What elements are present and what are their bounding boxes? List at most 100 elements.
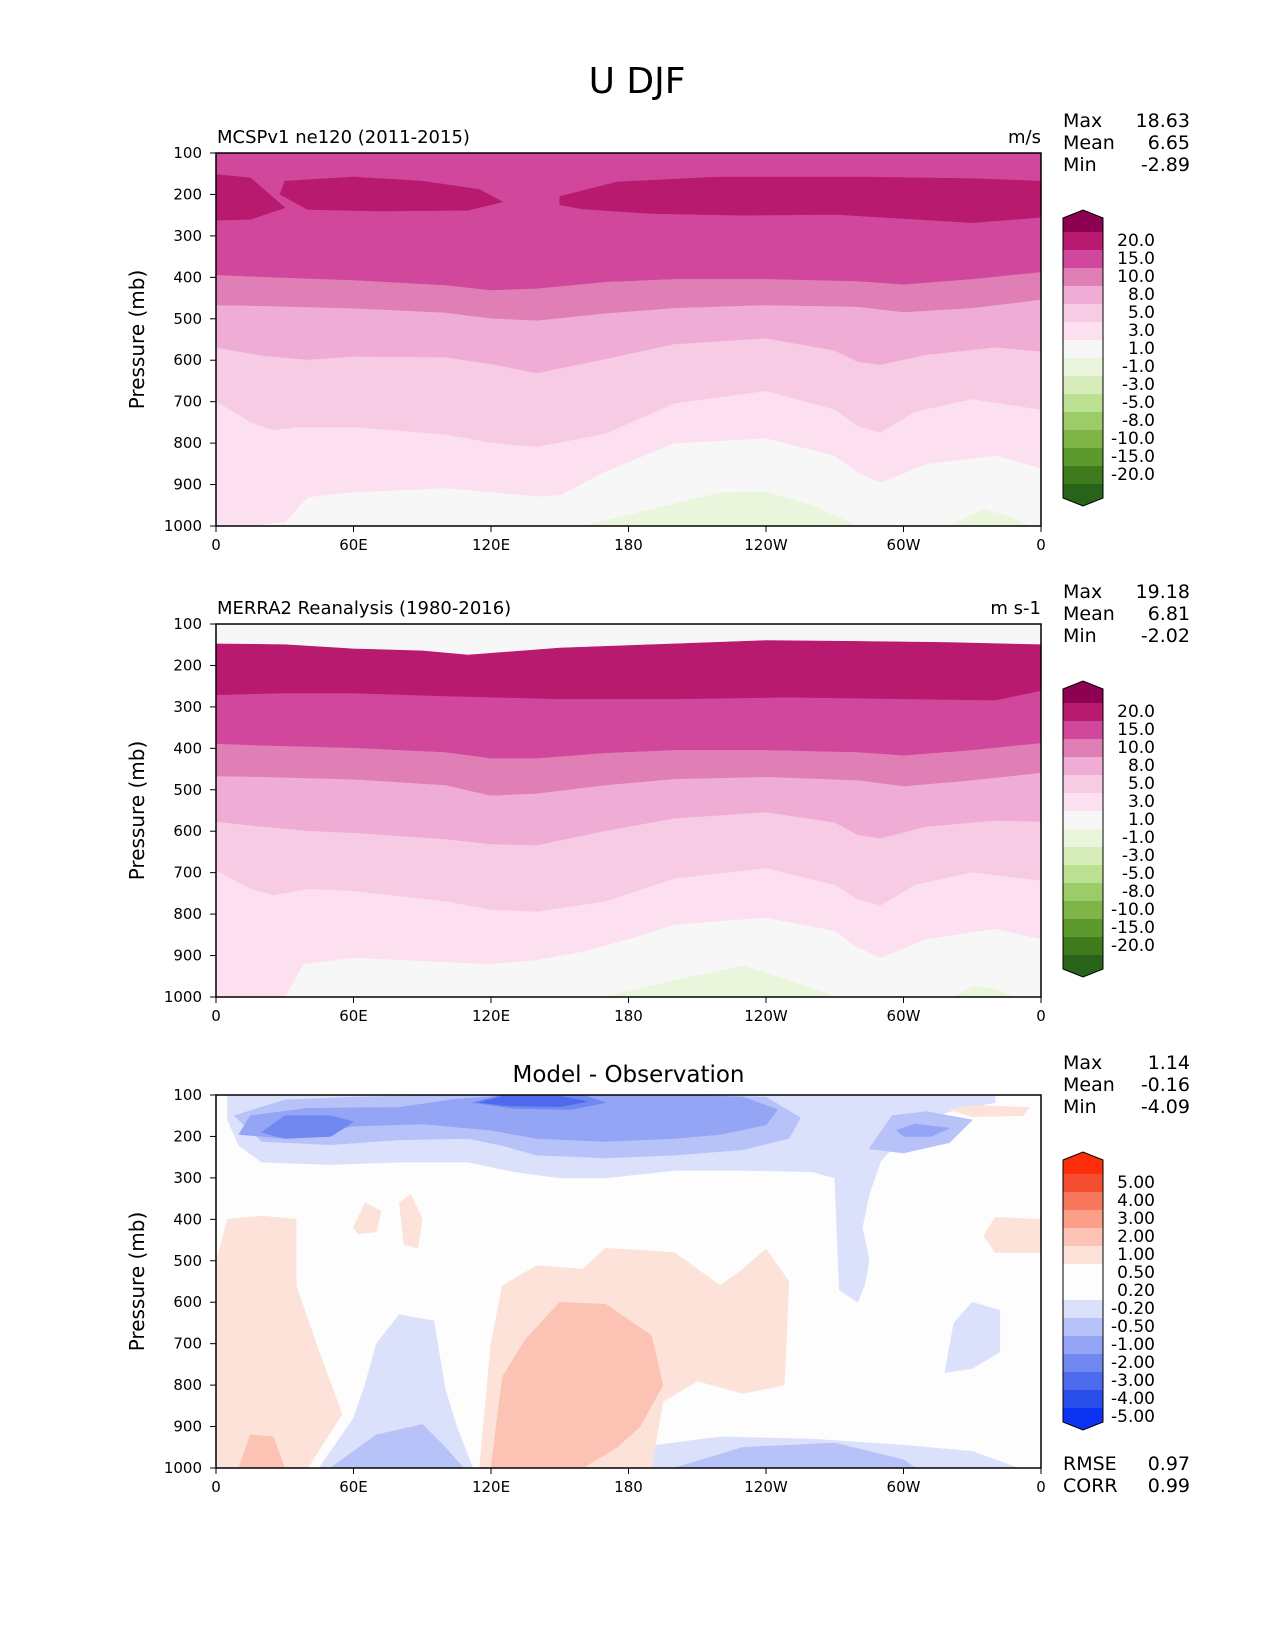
- colorbar-segment: [1063, 739, 1103, 757]
- x-tick-label: 0: [211, 1007, 221, 1025]
- contour-band-0_20-16: [398, 1194, 423, 1249]
- contour-band-0_50-20: [238, 1434, 286, 1468]
- y-axis-label: Pressure (mb): [125, 270, 149, 410]
- colorbar: 20.015.010.08.05.03.01.0-1.0-3.0-5.0-8.0…: [1062, 680, 1155, 978]
- contour-band--1_0-9: [949, 509, 1030, 526]
- stat-corr-value: 0.99: [1148, 1475, 1190, 1497]
- colorbar-extend-bottom: [1063, 484, 1103, 506]
- contour-band-20_0-5: [216, 174, 286, 221]
- stat-mean-value: -0.16: [1141, 1074, 1190, 1096]
- x-tick-label: 60W: [887, 1007, 921, 1025]
- colorbar-tick-label: -1.0: [1122, 357, 1155, 377]
- y-tick-label: 400: [173, 1210, 202, 1228]
- colorbar-segment: [1063, 703, 1103, 721]
- contour-band-20_0-7: [559, 176, 1041, 223]
- x-tick-label: 0: [211, 1478, 221, 1496]
- contour-band--1_00-7: [896, 1123, 951, 1137]
- contour-band-15_0-0: [216, 153, 1041, 291]
- colorbar-tick-label: -20.0: [1111, 465, 1155, 485]
- y-tick-label: 900: [173, 1418, 202, 1436]
- contour-band--1_0-8: [582, 491, 858, 526]
- units-label: m s-1: [990, 598, 1041, 619]
- colorbar-segment: [1063, 232, 1103, 250]
- colorbar-segment: [1063, 1264, 1103, 1282]
- plot-area: [216, 624, 1041, 997]
- colorbar-tick-label: 20.0: [1117, 702, 1155, 722]
- colorbar-tick-label: -15.0: [1111, 918, 1155, 938]
- x-tick-label: 120W: [744, 1007, 788, 1025]
- y-tick-label: 900: [173, 476, 202, 494]
- stat-min-value: -2.89: [1141, 154, 1190, 176]
- stat-max-value: 1.14: [1148, 1052, 1190, 1074]
- colorbar-segment: [1063, 865, 1103, 883]
- contour-band--0_20-10: [944, 1301, 1001, 1374]
- contour-band-20_0-0: [216, 640, 1041, 702]
- colorbar-tick-label: 3.0: [1128, 321, 1155, 341]
- colorbar-extend-bottom: [1063, 955, 1103, 977]
- stat-max-value: 18.63: [1136, 110, 1190, 132]
- stat-max-label: Max: [1063, 110, 1102, 132]
- x-tick-label: 120W: [744, 536, 788, 554]
- colorbar-segment: [1063, 1372, 1103, 1390]
- colorbar-segment: [1063, 322, 1103, 340]
- y-tick-label: 800: [173, 1376, 202, 1394]
- colorbar-segment: [1063, 1246, 1103, 1264]
- colorbar-tick-label: -10.0: [1111, 900, 1155, 920]
- colorbar-segment: [1063, 268, 1103, 286]
- y-tick-label: 600: [173, 822, 202, 840]
- contour-band--0_20-8: [318, 1314, 474, 1468]
- stat-min-label: Min: [1063, 625, 1097, 647]
- stat-corr-label: CORR: [1063, 1475, 1118, 1497]
- stat-mean-label: Mean: [1063, 1074, 1115, 1096]
- x-tick-label: 60E: [339, 1478, 368, 1496]
- x-tick-label: 120E: [472, 1007, 510, 1025]
- y-tick-label: 500: [173, 310, 202, 328]
- y-tick-label: 100: [173, 1086, 202, 1104]
- y-tick-label: 400: [173, 739, 202, 757]
- contour-band--3_00-5: [479, 1095, 588, 1107]
- colorbar-segment: [1063, 883, 1103, 901]
- colorbar-segment: [1063, 1318, 1103, 1336]
- colorbar-segment: [1063, 811, 1103, 829]
- y-tick-label: 200: [173, 185, 202, 203]
- stat-rmse-value: 0.97: [1148, 1453, 1190, 1475]
- colorbar: 20.015.010.08.05.03.01.0-1.0-3.0-5.0-8.0…: [1062, 209, 1155, 507]
- y-tick-label: 300: [173, 1169, 202, 1187]
- stat-max-label: Max: [1063, 1052, 1102, 1074]
- colorbar-tick-label: -3.0: [1122, 846, 1155, 866]
- x-tick-label: 60W: [887, 1478, 921, 1496]
- chart-panel-3: Model - Observation 0 60E 120E 180 120W 60W 0 10…: [125, 1052, 1190, 1497]
- colorbar-segment: [1063, 376, 1103, 394]
- colorbar-segment: [1063, 304, 1103, 322]
- x-tick-label: 60W: [887, 536, 921, 554]
- x-tick-label: 0: [1036, 536, 1046, 554]
- panels: MCSPv1 ne120 (2011-2015) m/s 0 60E 120E 180 12…: [125, 110, 1190, 1497]
- figure-title: U DJF: [589, 61, 686, 102]
- stat-rmse-label: RMSE: [1063, 1453, 1117, 1475]
- x-tick-label: 0: [1036, 1478, 1046, 1496]
- colorbar-segment: [1063, 829, 1103, 847]
- chart-panel-1: MCSPv1 ne120 (2011-2015) m/s 0 60E 120E 180 12…: [125, 110, 1190, 554]
- colorbar-segment: [1063, 793, 1103, 811]
- colorbar-tick-label: 0.50: [1117, 1263, 1155, 1283]
- colorbar-tick-label: -1.0: [1122, 828, 1155, 848]
- colorbar-segment: [1063, 757, 1103, 775]
- contour-band--2_00-3: [261, 1115, 355, 1139]
- y-tick-label: 300: [173, 227, 202, 245]
- y-tick-label: 800: [173, 434, 202, 452]
- stat-mean-value: 6.81: [1148, 603, 1190, 625]
- plot-area: [216, 153, 1041, 526]
- colorbar-outline: [1062, 1151, 1104, 1431]
- colorbar-tick-label: 5.00: [1117, 1173, 1155, 1193]
- colorbar-outline: [1062, 680, 1104, 978]
- stat-mean-label: Mean: [1063, 132, 1115, 154]
- colorbar-tick-label: 0.20: [1117, 1281, 1155, 1301]
- contour-band-20_0-6: [279, 176, 504, 212]
- x-tick-label: 60E: [339, 536, 368, 554]
- colorbar-segment: [1063, 466, 1103, 484]
- y-tick-label: 1000: [164, 517, 202, 535]
- colorbar-segment: [1063, 1354, 1103, 1372]
- y-tick-label: 200: [173, 656, 202, 674]
- colorbar-tick-label: -4.00: [1111, 1389, 1155, 1409]
- stat-max-label: Max: [1063, 581, 1102, 603]
